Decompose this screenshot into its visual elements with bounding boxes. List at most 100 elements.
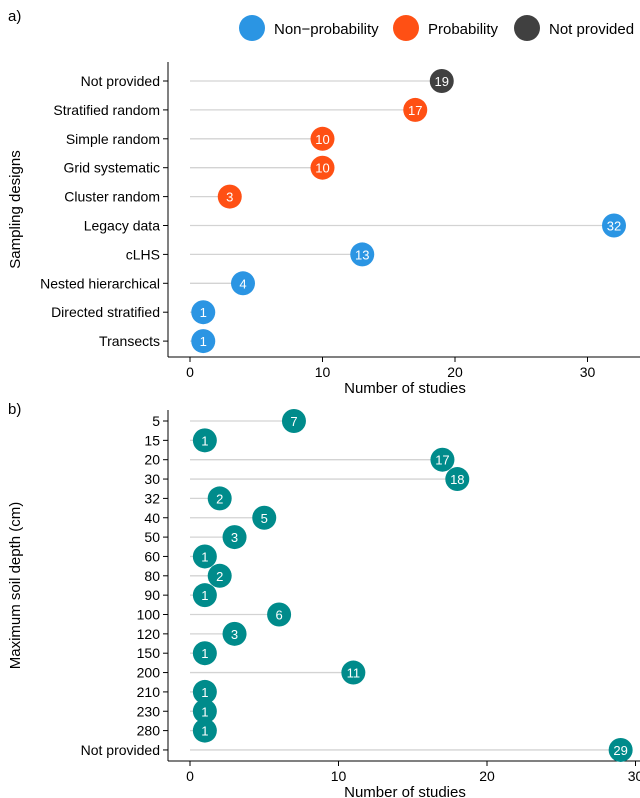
lollipop-point [403,97,428,122]
value-label: 10 [315,161,329,176]
legend-label-probability: Probability [428,21,499,38]
value-label: 1 [201,685,208,700]
x-tick-label: 30 [628,768,640,784]
lollipop-point [192,718,217,743]
value-label: 32 [607,219,621,234]
y-tick-label-90: 90 [144,587,160,603]
y-tick-label-30: 30 [144,471,160,487]
lollipop-point [350,242,375,267]
value-label: 3 [231,530,238,545]
value-label: 2 [216,491,223,506]
legend-swatch-non-probability [239,15,265,41]
y-tick-label-legacy-data: Legacy data [84,218,160,234]
legend-label-non-probability: Non−probability [274,21,379,38]
value-label: 17 [435,453,449,468]
value-label: 3 [226,190,233,205]
value-label: 3 [231,627,238,642]
lollipop-point [192,544,217,569]
value-label: 18 [450,472,464,487]
x-axis-title: Number of studies [344,784,466,798]
lollipop-point [341,660,366,685]
lollipop-point [217,184,242,209]
value-label: 1 [201,588,208,603]
lollipop-point [430,447,455,472]
y-tick-label-280: 280 [137,723,161,739]
lollipop-point [191,300,216,325]
y-tick-label-transects: Transects [99,333,160,349]
y-tick-label-clhs: cLHS [126,246,160,262]
panel-b: b) 0 10 20 30 Number of studies Maximum soil d… [7,401,640,798]
y-tick-label-not-provided: Not provided [81,73,160,89]
value-label: 7 [290,414,297,429]
value-label: 17 [408,103,422,118]
value-label: 1 [200,334,207,349]
x-tick-label: 10 [331,768,347,784]
lollipop-point [192,641,217,666]
y-tick-label-stratified-random: Stratified random [53,102,160,118]
value-label: 13 [355,247,369,262]
value-label: 1 [201,704,208,719]
y-tick-label-nested-hierarchical: Nested hierarchical [40,275,160,291]
y-tick-label-200: 200 [137,665,161,681]
y-tick-label-32: 32 [144,490,160,506]
lollipop-point [207,486,232,511]
lollipop-point [192,679,217,704]
y-tick-label-simple-random: Simple random [66,131,160,147]
lollipop-point [608,737,633,762]
y-tick-label-100: 100 [137,607,161,623]
lollipop-point [192,428,217,453]
y-tick-label-15: 15 [144,432,160,448]
y-tick-label-120: 120 [137,626,161,642]
legend: Non−probability Probability Not provided [239,15,634,41]
y-tick-label-80: 80 [144,568,160,584]
y-tick-label-150: 150 [137,645,161,661]
x-tick-label: 0 [186,364,194,380]
value-label: 1 [200,305,207,320]
y-tick-label-210: 210 [137,684,161,700]
x-axis-title: Number of studies [344,380,466,397]
x-tick-label: 30 [580,364,596,380]
value-label: 19 [435,74,449,89]
lollipop-point [231,271,255,296]
y-tick-label-40: 40 [144,510,160,526]
y-tick-label-5: 5 [152,413,160,429]
lollipop-point [222,525,247,550]
lollipop-point [281,409,306,433]
x-tick-label: 20 [447,364,463,380]
y-axis-title: Maximum soil depth (cm) [7,502,24,670]
value-label: 1 [201,433,208,448]
panel-a: a) 0 10 20 30 Number of studies Sampling desig… [7,8,640,397]
x-tick-label: 0 [186,768,194,784]
y-tick-label-230: 230 [137,703,161,719]
y-tick-label-grid-systematic: Grid systematic [64,160,160,176]
x-tick-label: 10 [315,364,331,380]
y-axis-title: Sampling designs [7,150,24,268]
panel-label: a) [8,8,21,25]
y-tick-label-50: 50 [144,529,160,545]
y-tick-label-cluster-random: Cluster random [64,189,160,205]
value-label: 1 [201,724,208,739]
lollipop-point [445,467,470,492]
value-label: 29 [613,743,627,758]
lollipop-point [222,621,247,646]
lollipop-point [310,126,335,151]
legend-swatch-not-provided [514,15,540,41]
legend-label-not-provided: Not provided [549,21,634,38]
lollipop-point [191,329,216,354]
value-label: 10 [315,132,329,147]
lollipop-point [267,602,292,627]
y-tick-label-not-provided: Not provided [81,742,160,758]
x-tick-label: 20 [479,768,495,784]
lollipop-point [602,213,626,238]
panel-label: b) [8,401,21,418]
legend-swatch-probability [393,15,419,41]
value-label: 6 [275,608,282,623]
value-label: 1 [201,549,208,564]
lollipop-point [252,505,277,530]
lollipop-point [192,583,217,608]
y-tick-label-60: 60 [144,548,160,564]
y-tick-label-directed-stratified: Directed stratified [51,304,160,320]
lollipop-point [310,155,335,180]
value-label: 2 [216,569,223,584]
